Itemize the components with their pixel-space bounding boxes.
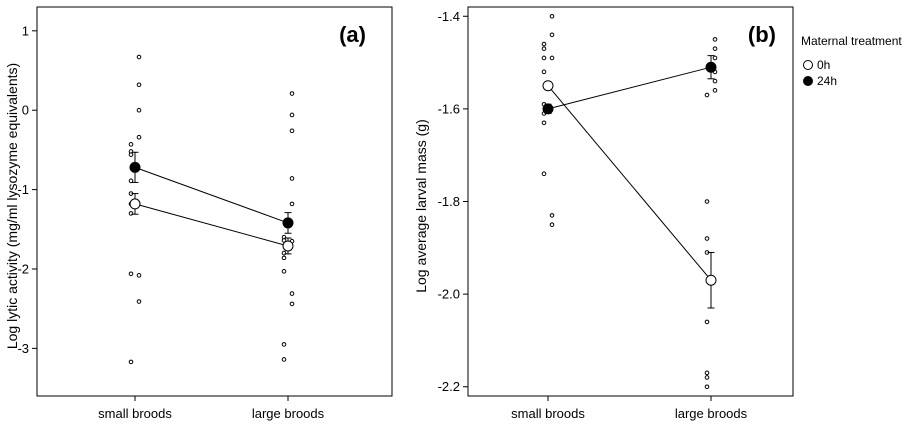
panel-b-raw-point <box>704 384 710 390</box>
panel-a-raw-point <box>136 299 142 304</box>
panel-a-line-0h <box>134 203 289 247</box>
panel-b-mean-0h <box>705 274 717 286</box>
legend-marker-0h <box>803 60 813 70</box>
panel-b-raw-point <box>712 78 718 84</box>
panel-a-y-tick-label: 1 <box>22 23 29 38</box>
panel-b-raw-point <box>704 375 710 380</box>
panel-a-ticks: 1 0 -1 -2 -3 small broods large broods <box>17 23 324 421</box>
panel-b-raw-point <box>541 46 547 51</box>
panel-a-y-tick-label: -2 <box>17 261 29 276</box>
panel-b-y-tick-label: -2.2 <box>438 379 460 394</box>
panel-a-raw-point <box>136 134 142 140</box>
panel-a-y-tick-label: -3 <box>17 341 29 356</box>
panel-b-x-tick-label: small broods <box>511 406 585 421</box>
panel-a-raw-point <box>289 201 295 207</box>
panel-a-raw-point <box>289 176 295 181</box>
panel-a-frame <box>36 6 393 397</box>
legend-label-0h: 0h <box>817 58 830 72</box>
panel-b-ticks: -1.4 -1.6 -1.8 -2.0 -2.2 small broods large br… <box>438 9 748 421</box>
panel-b-raw-point <box>549 55 555 61</box>
panel-a-raw-point <box>281 357 287 362</box>
panel-a-line-24h <box>134 166 289 224</box>
panel-a-y-tick-label: 0 <box>22 103 29 118</box>
panel-b-line-24h <box>547 66 712 110</box>
panel-b-raw-point <box>541 120 547 126</box>
panel-a-means <box>129 151 294 255</box>
panel-a-raw-point <box>281 255 287 261</box>
panel-b-raw-point <box>549 222 555 227</box>
legend-label-24h: 24h <box>817 74 837 88</box>
panel-a-raw-point <box>128 142 134 147</box>
panel-a-raw-point <box>128 152 134 157</box>
panel-b-label: (b) <box>748 22 776 47</box>
panel-b-line-0h <box>547 85 712 281</box>
panel-a-raw-point <box>128 359 134 365</box>
panel-a-raw-point <box>128 178 134 184</box>
panel-b-x-tick-label: large broods <box>675 406 748 421</box>
panel-a-raw-point <box>289 91 295 96</box>
panel-b-raw-point <box>541 41 547 47</box>
panel-b-y-tick-label: -1.8 <box>438 194 460 209</box>
panel-b-frame <box>467 6 794 397</box>
panel-a: Log lytic activity (mg/ml lysozyme equiv… <box>4 6 393 421</box>
panel-a-raw-point <box>136 54 142 60</box>
panel-a-x-tick-label: large broods <box>252 406 325 421</box>
panel-a-raw-point <box>281 342 287 347</box>
panel-b-raw-point <box>541 171 547 177</box>
panel-b-raw-point <box>704 370 710 376</box>
panel-a-y-axis-label: Log lytic activity (mg/ml lysozyme equiv… <box>4 63 20 349</box>
panel-a-raw-point <box>289 291 295 296</box>
panel-b-raw-point <box>712 46 718 51</box>
panel-a-label: (a) <box>339 22 366 47</box>
panel-b-raw-points <box>541 13 718 390</box>
panel-b-raw-point <box>712 88 718 93</box>
panel-a-raw-point <box>289 128 295 134</box>
panel-a-y-tick-label: -1 <box>17 182 29 197</box>
panel-b-raw-point <box>541 69 547 75</box>
panel-b-raw-point <box>704 319 710 325</box>
panel-a-mean-24h <box>129 161 141 173</box>
panel-a-mean-0h <box>129 198 141 210</box>
panel-a-raw-point <box>136 273 142 278</box>
legend-marker-24h <box>803 76 813 86</box>
panel-a-x-tick-label: small broods <box>98 406 172 421</box>
panel-a-raw-point <box>128 271 134 277</box>
panel-b-raw-point <box>712 55 718 61</box>
panel-b-raw-point <box>704 199 710 204</box>
panel-a-raw-point <box>136 107 142 113</box>
panel-b-raw-point <box>704 236 710 241</box>
panel-b-y-tick-label: -1.4 <box>438 9 460 24</box>
panel-b-mean-24h <box>542 103 554 115</box>
legend: Maternal treatment 0h 24h <box>801 34 902 88</box>
panel-a-raw-point <box>136 82 142 88</box>
panel-a-raw-point <box>289 301 295 307</box>
panel-b-y-tick-label: -2.0 <box>438 287 460 302</box>
panel-b-mean-0h <box>542 80 554 92</box>
panel-a-mean-0h <box>282 240 294 252</box>
panel-b: Log average larval mass (g) (b) -1.4 -1.6… <box>413 6 794 421</box>
panel-b-raw-point <box>704 92 710 98</box>
legend-title: Maternal treatment <box>801 34 902 48</box>
panel-b-raw-point <box>712 37 718 42</box>
panel-b-raw-point <box>549 32 555 38</box>
panel-a-raw-point <box>289 112 295 118</box>
panel-a-raw-point <box>281 269 287 274</box>
panel-b-raw-point <box>549 213 555 218</box>
panel-b-y-axis-label: Log average larval mass (g) <box>413 119 429 293</box>
panel-b-means <box>542 55 717 309</box>
panel-b-raw-point <box>549 13 555 19</box>
panel-b-mean-24h <box>705 61 717 73</box>
panel-b-raw-point <box>541 55 547 61</box>
panel-b-y-tick-label: -1.6 <box>438 101 460 116</box>
panel-a-mean-24h <box>282 217 294 229</box>
